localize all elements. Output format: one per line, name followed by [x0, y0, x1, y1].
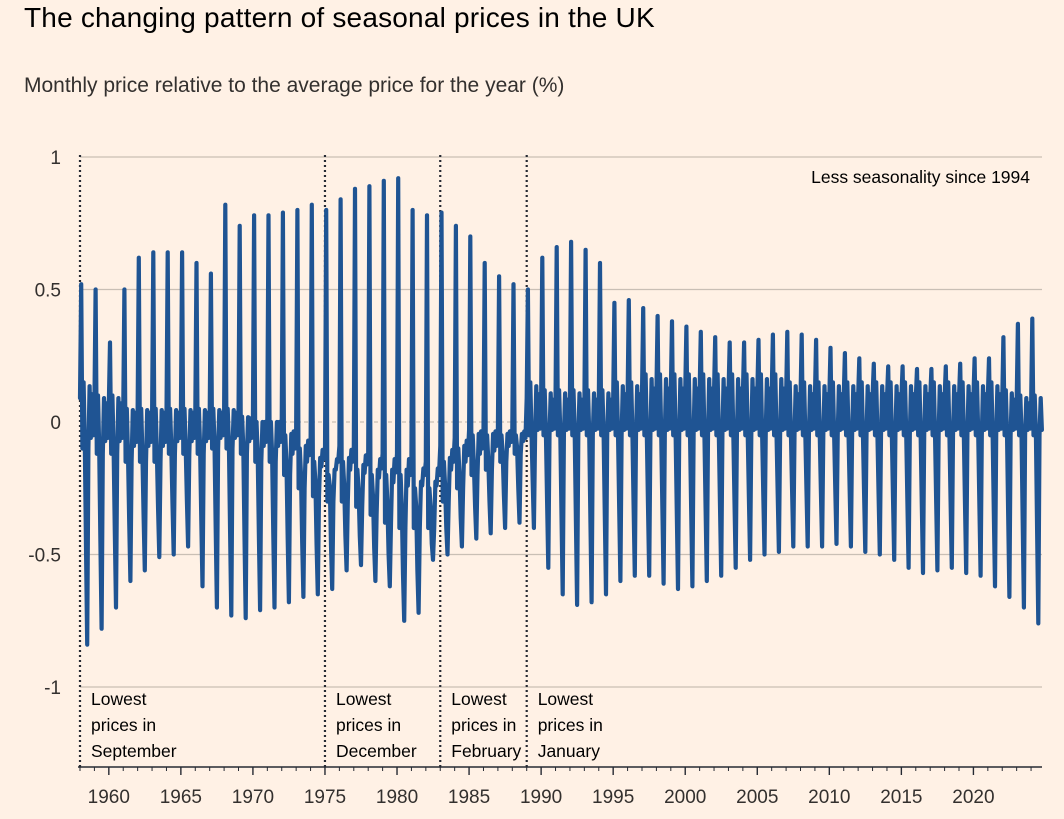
regime-label: prices in — [336, 715, 401, 735]
x-tick-label: 2015 — [880, 787, 922, 808]
regime-label: January — [538, 741, 601, 761]
y-tick-label: -1 — [44, 678, 61, 699]
y-tick-label: 0 — [50, 413, 61, 434]
x-tick-label: 2000 — [664, 787, 706, 808]
regime-label: prices in — [91, 715, 156, 735]
annotations: Less seasonality since 1994 Lowest prices … — [91, 167, 1030, 761]
x-tick-label: 1990 — [520, 787, 562, 808]
regime-label: September — [91, 741, 177, 761]
chart-title: The changing pattern of seasonal prices … — [24, 2, 655, 33]
x-tick-label: 1975 — [304, 787, 346, 808]
x-tick-label: 1965 — [160, 787, 202, 808]
series-line — [77, 176, 1044, 647]
regime-label: February — [451, 741, 521, 761]
y-tick-label: 1 — [50, 148, 61, 169]
x-tick-label: 1995 — [592, 787, 634, 808]
x-tick-label: 1960 — [88, 787, 130, 808]
y-tick-label: -0.5 — [28, 546, 61, 567]
x-tick-label: 2010 — [808, 787, 850, 808]
x-tick-label: 1985 — [448, 787, 490, 808]
x-tick-label: 1980 — [376, 787, 418, 808]
y-tick-label: 0.5 — [35, 281, 61, 302]
regime-label: December — [336, 741, 417, 761]
regime-label: prices in — [538, 715, 603, 735]
regime-label: Lowest — [451, 689, 507, 709]
x-tick-label: 2020 — [952, 787, 994, 808]
y-axis-ticks: 1 0.5 0 -0.5 -1 — [28, 148, 61, 699]
series-layer — [77, 176, 1044, 647]
regime-label: Lowest — [538, 689, 594, 709]
regime-label: Lowest — [336, 689, 392, 709]
regime-label: Lowest — [91, 689, 147, 709]
x-tick-label: 2005 — [736, 787, 778, 808]
annotation-less-seasonality: Less seasonality since 1994 — [811, 167, 1030, 187]
x-tick-label: 1970 — [232, 787, 274, 808]
x-axis: 1960 1965 1970 1975 1980 1985 1990 1995 2000 2005… — [78, 766, 1042, 808]
chart-subtitle: Monthly price relative to the average pr… — [24, 74, 565, 97]
regime-label: prices in — [451, 715, 516, 735]
